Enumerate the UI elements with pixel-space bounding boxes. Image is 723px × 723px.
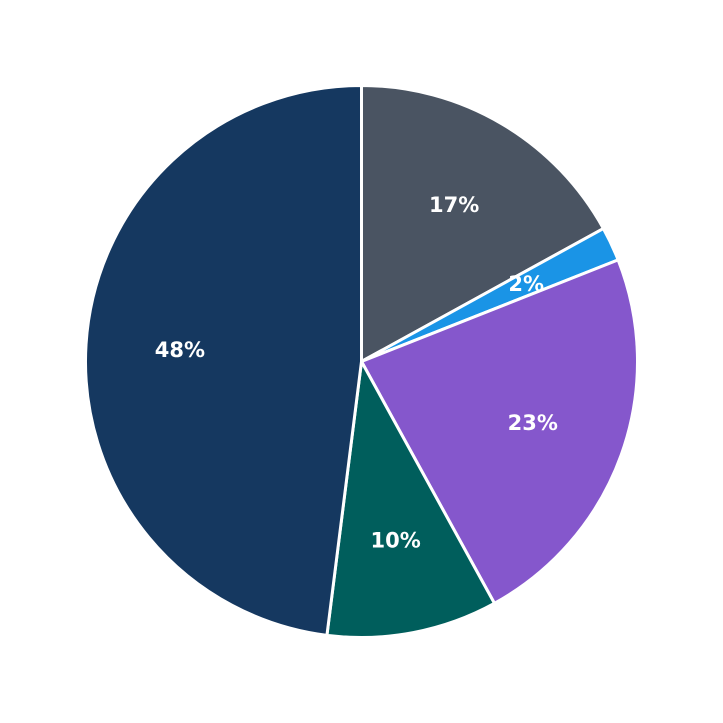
pie-slice-2 <box>360 258 639 605</box>
pie-slice-0 <box>360 84 605 363</box>
pie-slice-label-3: 10% <box>370 528 420 552</box>
pie-slices <box>84 84 639 639</box>
pie-labels: 17% 2% 23% 10% 48% <box>155 193 558 552</box>
pie-slice-4 <box>84 84 363 637</box>
pie-slice-label-4: 48% <box>155 338 205 362</box>
pie-slice-label-0: 17% <box>429 193 479 217</box>
pie-slice-label-2: 23% <box>508 411 558 435</box>
pie-slice-label-1: 2% <box>508 272 544 296</box>
pie-slice-3 <box>325 360 496 639</box>
